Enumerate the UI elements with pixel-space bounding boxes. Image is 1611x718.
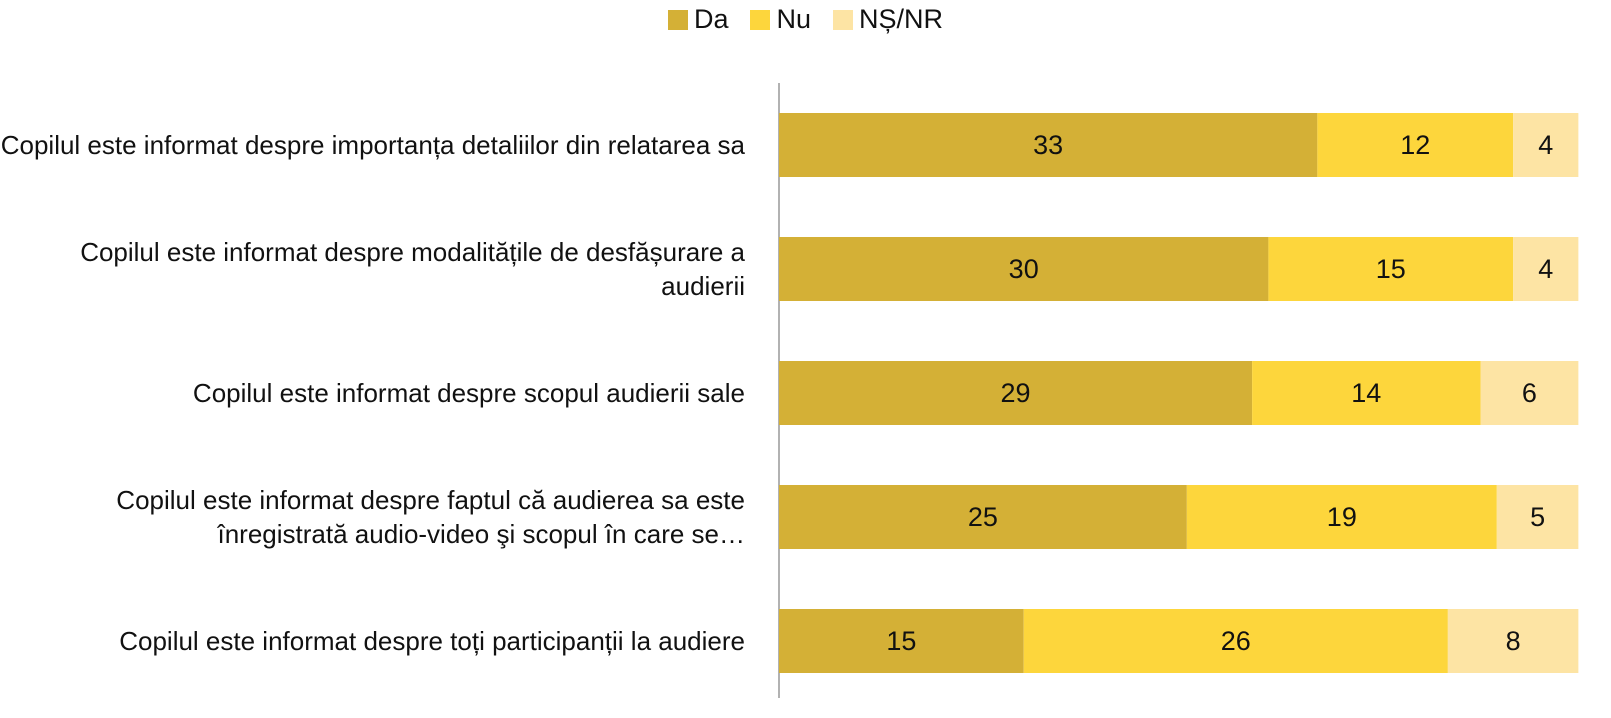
legend-swatch [833, 9, 853, 30]
data-label: 25 [968, 502, 998, 532]
category-label: Copilul este informat despre importanța … [0, 130, 745, 160]
bar-segment [779, 237, 1269, 301]
data-label: 19 [1327, 502, 1357, 532]
bar-segment [1317, 113, 1514, 177]
bar-segment [779, 485, 1187, 549]
category-label: Copilul este informat despre scopul audi… [192, 378, 745, 408]
bar-segment [1252, 361, 1481, 425]
data-label: 29 [1001, 378, 1031, 408]
bar-segment [1023, 609, 1448, 673]
legend-label: Da [693, 4, 729, 34]
data-label: 6 [1522, 378, 1537, 408]
bar-segment [779, 609, 1024, 673]
data-label: 4 [1538, 130, 1553, 160]
category-label: Copilul este informat despre toți partic… [119, 626, 745, 656]
legend-swatch [667, 9, 688, 30]
data-label: 15 [886, 626, 916, 656]
data-label: 8 [1506, 626, 1521, 656]
bar-segment [1513, 237, 1579, 301]
bar-segment [1186, 485, 1497, 549]
data-label: 14 [1351, 378, 1381, 408]
legend-item: Da [667, 4, 729, 35]
data-label: 33 [1033, 130, 1063, 160]
legend-item: NȘ/NR [833, 4, 943, 35]
bar-segment [1268, 237, 1514, 301]
bar-segment [779, 361, 1253, 425]
data-label: 5 [1530, 502, 1545, 532]
legend-label: NȘ/NR [859, 4, 944, 34]
bar-segment [779, 113, 1318, 177]
data-label: 30 [1009, 254, 1039, 284]
bar-segment [1496, 485, 1579, 549]
bar-segment [1480, 361, 1579, 425]
data-label: 4 [1538, 254, 1553, 284]
data-label: 12 [1400, 130, 1430, 160]
legend-label: Nu [776, 4, 811, 34]
data-label: 26 [1221, 626, 1251, 656]
legend: Da Nu NȘ/NR [0, 4, 1611, 35]
bar-segment [1447, 609, 1579, 673]
legend-swatch [750, 9, 771, 30]
category-label: Copilul este informat despre faptul că a… [116, 485, 745, 549]
bar-segment [1513, 113, 1579, 177]
legend-item: Nu [750, 4, 811, 35]
data-label: 15 [1376, 254, 1406, 284]
category-label: Copilul este informat despre modalitățil… [80, 237, 745, 301]
